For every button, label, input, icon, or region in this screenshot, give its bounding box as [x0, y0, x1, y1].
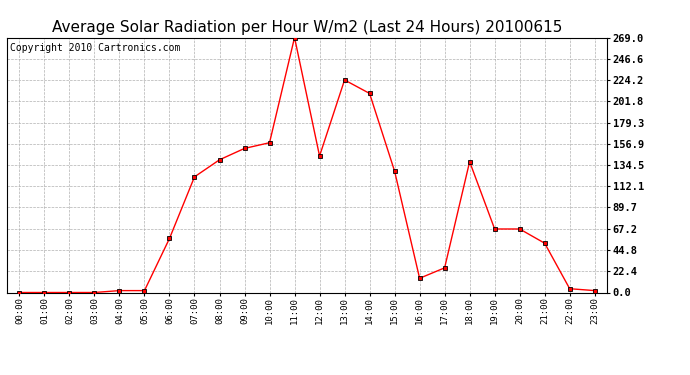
Text: Copyright 2010 Cartronics.com: Copyright 2010 Cartronics.com	[10, 43, 180, 52]
Title: Average Solar Radiation per Hour W/m2 (Last 24 Hours) 20100615: Average Solar Radiation per Hour W/m2 (L…	[52, 20, 562, 35]
